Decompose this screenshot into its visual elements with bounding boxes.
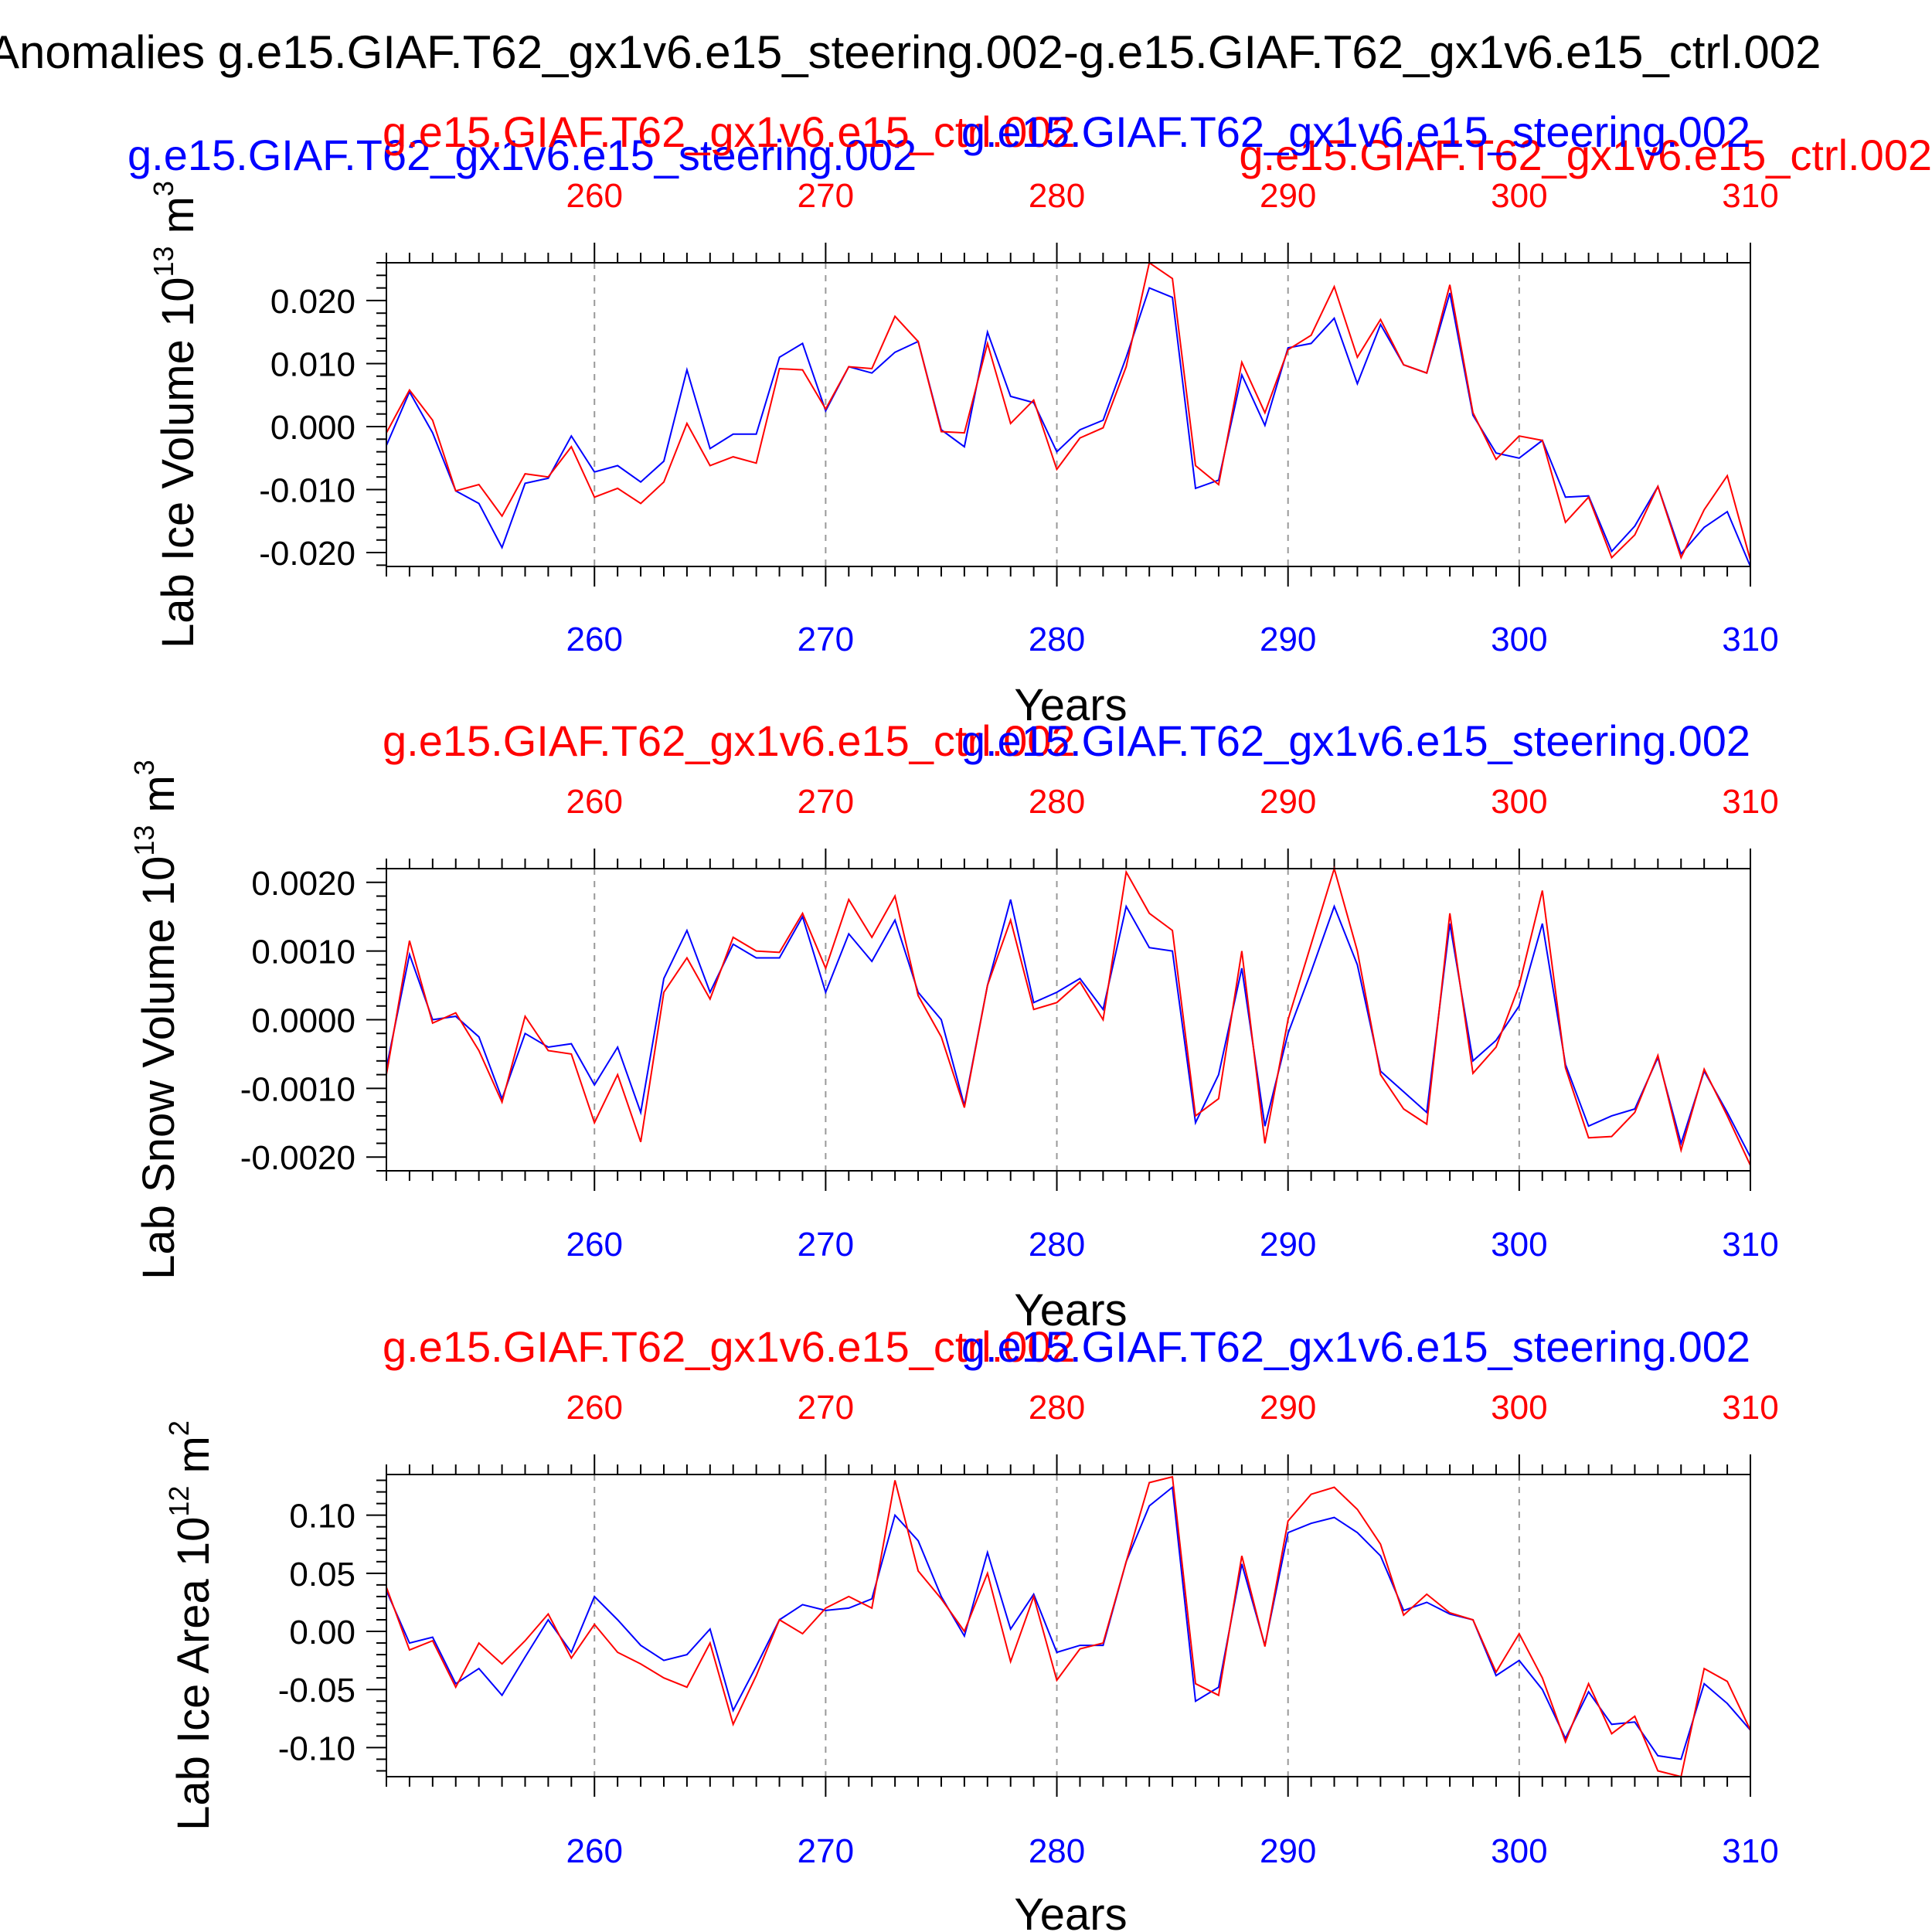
x-tick-label-top: 310 <box>1722 1389 1778 1427</box>
y-tick-label: 0.020 <box>270 283 355 321</box>
x-tick-label-bottom: 260 <box>566 1832 623 1870</box>
steering-series-line <box>386 287 1751 567</box>
x-tick-label-top: 290 <box>1260 1389 1316 1427</box>
x-tick-label-top: 260 <box>566 783 623 821</box>
y-tick-label: 0.10 <box>289 1498 355 1536</box>
x-tick-label-bottom: 290 <box>1260 621 1316 658</box>
steering-run-label: g.e15.GIAF.T62_gx1v6.e15_steering.002 <box>961 716 1750 765</box>
panel-3: -0.10 -0.05 0.00 0.05 0.10 260 260 270 270 280 280… <box>163 1322 1779 1932</box>
plot-frame <box>386 868 1751 1172</box>
x-tick-label-bottom: 300 <box>1491 621 1547 658</box>
panel-1-steering-legend-left: g.e15.GIAF.T62_gx1v6.e15_steering.002 <box>128 131 917 179</box>
plot-frame <box>386 262 1751 567</box>
x-tick-label-top: 300 <box>1491 1389 1547 1427</box>
x-tick-label-top: 300 <box>1491 783 1547 821</box>
x-tick-label-bottom: 280 <box>1029 1832 1085 1870</box>
y-tick-label: -0.010 <box>259 472 355 510</box>
y-axis-label: Lab Ice Area 1012 m2 <box>163 1420 219 1831</box>
ctrl-run-label: g.e15.GIAF.T62_gx1v6.e15_ctrl.002 <box>383 107 1076 156</box>
y-tick-label: 0.0000 <box>251 1002 355 1040</box>
steering-run-label: g.e15.GIAF.T62_gx1v6.e15_steering.002 <box>961 107 1750 156</box>
y-axis-label: Lab Snow Volume 1013 m3 <box>128 760 184 1280</box>
steering-series-line <box>386 1485 1751 1760</box>
x-tick-label-top: 270 <box>798 1389 854 1427</box>
y-axis-label: Lab Ice Volume 1013 m3 <box>148 181 203 648</box>
steering-series-line <box>386 899 1751 1158</box>
x-tick-label-top: 280 <box>1029 177 1085 215</box>
x-tick-label-top: 280 <box>1029 1389 1085 1427</box>
panels-group: -0.020 -0.010 0.000 0.010 0.020 260 260 270 270 2… <box>128 107 1779 1932</box>
x-tick-label-top: 300 <box>1491 177 1547 215</box>
x-tick-label-bottom: 270 <box>798 1832 854 1870</box>
ctrl-series-line <box>386 866 1751 1166</box>
x-tick-label-bottom: 260 <box>566 621 623 658</box>
x-tick-label-bottom: 290 <box>1260 1832 1316 1870</box>
x-tick-label-top: 280 <box>1029 783 1085 821</box>
ctrl-series-line <box>386 1475 1751 1778</box>
panel-1: -0.020 -0.010 0.000 0.010 0.020 260 260 270 270 2… <box>148 107 1779 730</box>
x-tick-label-top: 260 <box>566 177 623 215</box>
y-tick-label: 0.0020 <box>251 865 355 903</box>
x-tick-label-top: 270 <box>798 177 854 215</box>
x-tick-label-top: 270 <box>798 783 854 821</box>
ctrl-series-line <box>386 261 1751 561</box>
x-tick-label-bottom: 300 <box>1491 1832 1547 1870</box>
x-tick-label-top: 310 <box>1722 783 1778 821</box>
x-axis-title: Years <box>1014 680 1127 730</box>
x-tick-label-bottom: 310 <box>1722 1832 1778 1870</box>
x-tick-label-top: 290 <box>1260 177 1316 215</box>
plot-frame <box>386 1474 1751 1777</box>
x-tick-label-bottom: 280 <box>1029 621 1085 658</box>
x-tick-label-bottom: 270 <box>798 621 854 658</box>
x-tick-label-bottom: 260 <box>566 1226 623 1264</box>
y-tick-label: 0.05 <box>289 1556 355 1594</box>
y-tick-label: -0.0010 <box>240 1070 355 1108</box>
x-tick-label-bottom: 270 <box>798 1226 854 1264</box>
x-tick-label-top: 310 <box>1722 177 1778 215</box>
x-tick-label-bottom: 310 <box>1722 1226 1778 1264</box>
y-tick-label: 0.000 <box>270 409 355 447</box>
y-tick-label: -0.05 <box>278 1672 355 1709</box>
x-tick-label-bottom: 310 <box>1722 621 1778 658</box>
y-tick-label: 0.0010 <box>251 934 355 971</box>
x-tick-label-bottom: 300 <box>1491 1226 1547 1264</box>
x-axis-title: Years <box>1014 1285 1127 1335</box>
ctrl-run-label: g.e15.GIAF.T62_gx1v6.e15_ctrl.002 <box>383 1322 1076 1371</box>
panel-2: -0.0020 -0.0010 0.0000 0.0010 0.0020 260 260 27… <box>128 716 1779 1335</box>
figure-title: Anomalies g.e15.GIAF.T62_gx1v6.e15_steer… <box>0 26 1821 78</box>
ctrl-run-label: g.e15.GIAF.T62_gx1v6.e15_ctrl.002 <box>383 716 1076 765</box>
x-tick-label-bottom: 290 <box>1260 1226 1316 1264</box>
x-tick-label-bottom: 280 <box>1029 1226 1085 1264</box>
y-tick-label: -0.0020 <box>240 1139 355 1177</box>
y-tick-label: -0.020 <box>259 535 355 573</box>
panel-1-ctrl-legend-right: g.e15.GIAF.T62_gx1v6.e15_ctrl.002 <box>1239 131 1932 179</box>
steering-run-label: g.e15.GIAF.T62_gx1v6.e15_steering.002 <box>961 1322 1750 1371</box>
y-tick-label: -0.10 <box>278 1730 355 1767</box>
x-tick-label-top: 290 <box>1260 783 1316 821</box>
y-tick-label: 0.00 <box>289 1614 355 1651</box>
x-tick-label-top: 260 <box>566 1389 623 1427</box>
y-tick-label: 0.010 <box>270 345 355 383</box>
x-axis-title: Years <box>1014 1889 1127 1932</box>
